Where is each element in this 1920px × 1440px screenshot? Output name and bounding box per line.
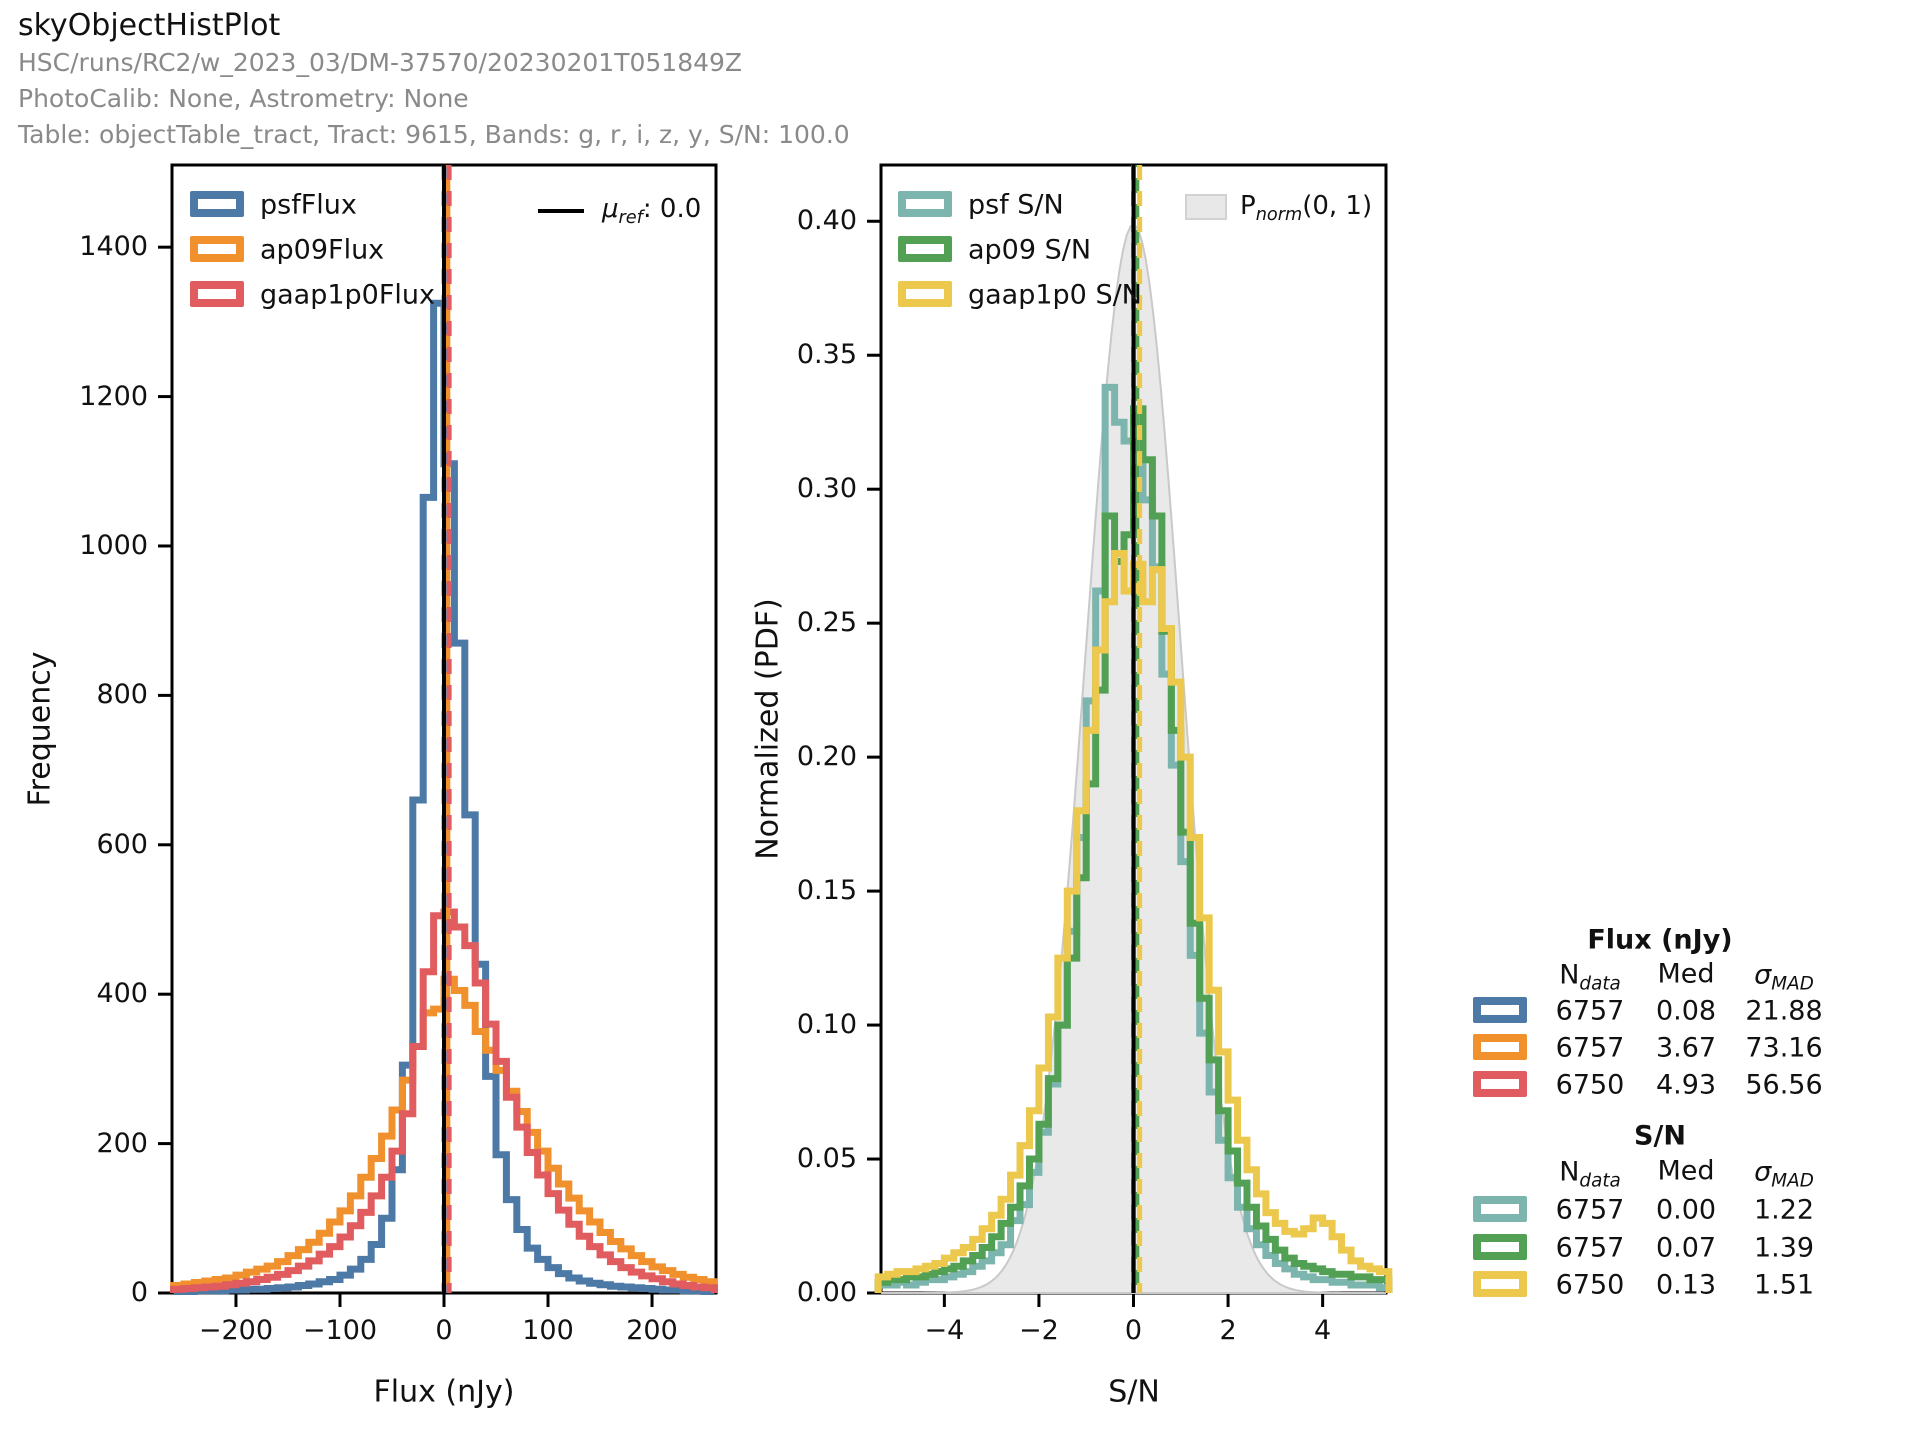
sn-x-axis-label: S/N (1108, 1374, 1160, 1410)
sn-col-sigma: σMAD (1754, 1156, 1814, 1192)
y-tick-label: 1200 (79, 380, 148, 412)
sn-stats-title: S/N (1634, 1120, 1686, 1152)
y-tick-label: 1400 (79, 231, 148, 263)
y-tick-label: 200 (96, 1127, 148, 1159)
flux-col-med: Med (1657, 958, 1715, 990)
psfFlux-legend-swatch (190, 191, 244, 217)
ap09Flux-stats-swatch (1473, 1034, 1527, 1060)
gaap1p0Flux-legend-label: gaap1p0Flux (260, 279, 435, 311)
run-collection-subtitle: HSC/runs/RC2/w_2023_03/DM-37570/20230201… (18, 48, 743, 77)
y-tick-label: 1000 (79, 529, 148, 561)
psf-sn-ndata: 6757 (1555, 1194, 1625, 1226)
sn-col-ndata: Ndata (1559, 1156, 1621, 1192)
y-tick-label: 0.25 (796, 607, 857, 639)
y-tick-label: 0.05 (796, 1143, 857, 1175)
y-tick-label: 0.15 (796, 875, 857, 907)
ap09Flux-legend-label: ap09Flux (260, 234, 385, 266)
y-tick-label: 0.00 (796, 1277, 857, 1308)
x-tick-label: −100 (302, 1315, 378, 1346)
calib-subtitle: PhotoCalib: None, Astrometry: None (18, 84, 469, 113)
flux-x-axis-label: Flux (nJy) (373, 1374, 515, 1410)
psfFlux-legend-label: psfFlux (260, 189, 357, 221)
gaap1p0-sn-legend-swatch (898, 281, 952, 307)
gaap1p0-sn-stats-swatch (1473, 1271, 1527, 1297)
y-tick-label: 800 (96, 679, 148, 711)
y-tick-label: 0.35 (796, 339, 857, 371)
gaap1p0Flux-ndata: 6750 (1555, 1069, 1625, 1101)
pnorm-legend-label: Pnorm(0, 1) (1240, 190, 1373, 226)
y-tick-label: 0.20 (796, 741, 857, 773)
ap09Flux-med: 3.67 (1655, 1032, 1717, 1064)
ap09-sn-legend-label: ap09 S/N (968, 234, 1092, 266)
flux-y-axis-label: Frequency (22, 651, 58, 807)
flux-col-ndata: Ndata (1559, 959, 1621, 995)
psfFlux-med: 0.08 (1655, 995, 1717, 1027)
gaap1p0Flux-sigma-mad: 56.56 (1745, 1069, 1823, 1101)
x-tick-label: 100 (522, 1315, 574, 1346)
y-tick-label: 600 (96, 828, 148, 860)
y-tick-label: 0.30 (796, 473, 857, 505)
psf-sn-sigma-mad: 1.22 (1753, 1194, 1815, 1226)
ap09Flux-legend-swatch (190, 236, 244, 262)
psfFlux-stats-swatch (1473, 997, 1527, 1023)
psfFlux-histogram (170, 299, 718, 1296)
psf-S-N-histogram (874, 383, 1393, 1294)
x-tick-label: 0 (435, 1315, 453, 1346)
gaap1p0Flux-med: 4.93 (1655, 1069, 1717, 1101)
psf-sn-legend-swatch (898, 191, 952, 217)
ap09Flux-sigma-mad: 73.16 (1745, 1032, 1823, 1064)
mu-ref-line-swatch (538, 209, 584, 213)
gaap1p0-sn-legend-label: gaap1p0 S/N (968, 279, 1142, 311)
x-tick-label: 0 (1124, 1315, 1143, 1346)
pnorm-patch-swatch (1185, 194, 1227, 220)
psfFlux-sigma-mad: 21.88 (1745, 995, 1823, 1027)
flux-col-sigma: σMAD (1754, 959, 1814, 995)
gaap1p0-sn-ndata: 6750 (1555, 1269, 1625, 1301)
ap09-sn-ndata: 6757 (1555, 1232, 1625, 1264)
ap09-sn-med: 0.07 (1655, 1232, 1717, 1264)
y-tick-label: 0.10 (796, 1009, 857, 1041)
gaap1p0-sn-sigma-mad: 1.51 (1753, 1269, 1815, 1301)
gaap1p0-sn-med: 0.13 (1655, 1269, 1717, 1301)
x-tick-label: 2 (1219, 1315, 1237, 1346)
sn-col-med: Med (1657, 1155, 1715, 1187)
gaap1p0Flux-legend-swatch (190, 281, 244, 307)
ap09Flux-ndata: 6757 (1555, 1032, 1625, 1064)
psf-sn-stats-swatch (1473, 1196, 1527, 1222)
ap09-sn-legend-swatch (898, 236, 952, 262)
gaap1p0Flux-stats-swatch (1473, 1071, 1527, 1097)
page-title: skyObjectHistPlot (18, 8, 281, 43)
psfFlux-ndata: 6757 (1555, 995, 1625, 1027)
table-subtitle: Table: objectTable_tract, Tract: 9615, B… (18, 120, 850, 149)
psf-sn-legend-label: psf S/N (968, 189, 1064, 221)
ap09-sn-stats-swatch (1473, 1234, 1527, 1260)
x-tick-label: −4 (924, 1315, 965, 1346)
x-tick-label: 4 (1314, 1315, 1332, 1346)
flux-stats-title: Flux (nJy) (1587, 924, 1733, 956)
y-tick-label: 400 (96, 978, 148, 1010)
y-tick-label: 0.40 (796, 205, 857, 237)
x-tick-label: 200 (626, 1315, 678, 1346)
ap09-sn-sigma-mad: 1.39 (1753, 1232, 1815, 1264)
x-tick-label: −200 (198, 1315, 274, 1346)
mu-ref-legend-label: μref: 0.0 (602, 193, 702, 229)
y-tick-label: 0 (130, 1277, 148, 1308)
x-tick-label: −2 (1019, 1315, 1059, 1346)
psf-sn-med: 0.00 (1655, 1194, 1717, 1226)
